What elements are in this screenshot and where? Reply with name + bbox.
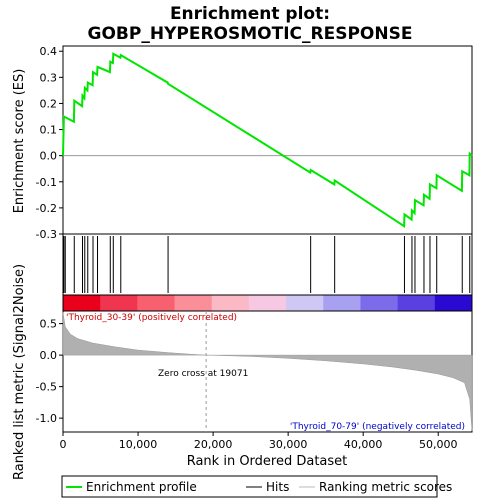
es-y-tick-label: -0.1 <box>36 176 57 189</box>
negative-correlation-label: 'Thyroid_70-79' (negatively correlated) <box>290 422 465 432</box>
x-tick-label: 20,000 <box>194 438 233 451</box>
rank-panel-frame <box>62 310 473 433</box>
x-tick-label: 30,000 <box>269 438 308 451</box>
rank-y-tick-label: 0.0 <box>40 349 58 362</box>
zero-cross-label: Zero cross at 19071 <box>158 369 248 379</box>
heatbar-segment <box>434 295 473 311</box>
es-y-tick-label: 0.0 <box>40 150 58 163</box>
ranking-metric-area <box>62 312 473 431</box>
enrichment-profile-line <box>62 52 473 229</box>
heatbar-segment <box>323 295 361 311</box>
rank-y-tick-label: -1.0 <box>36 412 57 425</box>
positive-correlation-label: 'Thyroid_30-39' (positively correlated) <box>66 313 237 323</box>
heatbar-segment <box>137 295 176 311</box>
rank-y-axis-label: Ranked list metric (Signal2Noise) <box>12 264 27 480</box>
heatbar-segment <box>248 295 287 311</box>
heatbar-segment <box>397 295 436 311</box>
heatbar-segment <box>360 295 399 311</box>
heatbar-segment <box>211 295 250 311</box>
legend-ranking-label: Ranking metric scores <box>319 480 452 494</box>
es-y-axis-label: Enrichment score (ES) <box>12 69 27 214</box>
x-tick-label: 40,000 <box>344 438 383 451</box>
es-panel-frame <box>62 45 473 235</box>
heatbar-segment <box>63 295 101 311</box>
es-y-tick-label: 0.2 <box>40 97 58 110</box>
es-y-tick-label: 0.3 <box>40 71 58 84</box>
legend-hits-label: Hits <box>266 480 289 494</box>
chart-title-line1: Enrichment plot: <box>170 4 330 24</box>
es-y-tick-label: 0.1 <box>40 124 58 137</box>
heatbar-segment <box>286 295 324 311</box>
x-tick-label: 10,000 <box>119 438 158 451</box>
rank-y-tick-label: -0.5 <box>36 381 57 394</box>
es-y-tick-label: -0.3 <box>36 228 57 241</box>
es-y-tick-label: -0.2 <box>36 202 57 215</box>
rank-y-tick-label: 0.5 <box>40 318 58 331</box>
heatbar-segment <box>100 295 138 311</box>
es-y-tick-label: 0.4 <box>40 45 58 58</box>
x-axis-label: Rank in Ordered Dataset <box>187 454 348 469</box>
legend-enrichment-label: Enrichment profile <box>86 480 197 494</box>
x-tick-label: 0 <box>60 438 67 451</box>
heatbar-segment <box>174 295 213 311</box>
chart-title-line2: GOBP_HYPEROSMOTIC_RESPONSE <box>88 24 413 44</box>
x-tick-label: 50,000 <box>419 438 458 451</box>
hits-panel-frame <box>62 233 473 296</box>
